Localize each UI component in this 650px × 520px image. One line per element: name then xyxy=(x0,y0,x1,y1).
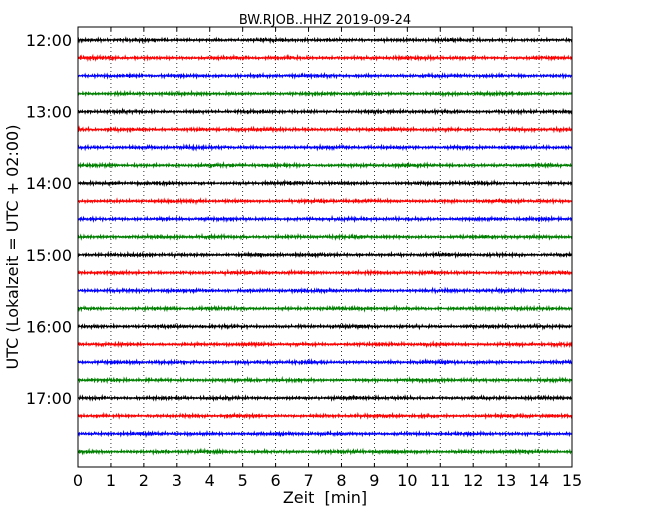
x-tick-label: 8 xyxy=(336,471,346,490)
chart-title: BW.RJOB..HHZ 2019-09-24 xyxy=(239,13,411,28)
seismogram-trace xyxy=(77,375,573,385)
y-axis-ticks: 12:00 13:00 14:00 15:00 16:00 17:00 xyxy=(26,31,572,408)
x-tick-label: 0 xyxy=(73,471,83,490)
seismogram-trace xyxy=(77,71,573,80)
y-tick-label: 17:00 xyxy=(26,389,72,408)
x-tick-label: 14 xyxy=(529,471,549,490)
seismogram-trace xyxy=(77,107,573,116)
seismogram-trace xyxy=(77,178,573,188)
seismogram-trace xyxy=(77,232,573,241)
seismogram-trace xyxy=(77,304,573,313)
seismogram-trace xyxy=(77,197,573,206)
x-tick-label: 7 xyxy=(303,471,313,490)
seismogram-trace xyxy=(77,447,573,456)
x-axis-ticks: 0 1 2 3 4 5 6 7 8 9 10 11 12 13 14 15 xyxy=(73,27,582,490)
y-axis-label: UTC (Lokalzeit = UTC + 02:00) xyxy=(3,125,22,370)
x-tick-label: 4 xyxy=(205,471,215,490)
seismogram-traces xyxy=(77,35,573,456)
x-tick-label: 11 xyxy=(430,471,450,490)
seismogram-trace xyxy=(77,411,573,421)
seismogram-trace xyxy=(77,125,573,134)
plot-frame xyxy=(77,26,573,468)
seismogram-trace xyxy=(77,340,573,349)
y-tick-label: 15:00 xyxy=(26,246,72,265)
seismogram-trace xyxy=(77,322,573,331)
x-tick-label: 2 xyxy=(139,471,149,490)
seismogram-trace xyxy=(77,250,573,259)
seismogram-trace xyxy=(77,393,573,402)
seismogram-trace xyxy=(77,89,573,98)
seismogram-trace xyxy=(77,429,573,439)
seismogram-trace xyxy=(77,53,573,62)
y-tick-label: 16:00 xyxy=(26,317,72,336)
plot-background xyxy=(78,27,572,467)
seismogram-trace xyxy=(77,161,573,170)
x-axis-label: Zeit [min] xyxy=(283,488,367,507)
x-tick-label: 3 xyxy=(172,471,182,490)
x-tick-label: 15 xyxy=(562,471,582,490)
x-tick-label: 12 xyxy=(463,471,483,490)
seismogram-trace xyxy=(77,268,573,277)
seismogram-trace xyxy=(77,143,573,152)
x-tick-label: 9 xyxy=(369,471,379,490)
grid-lines xyxy=(110,27,540,467)
seismogram-trace xyxy=(77,214,573,224)
x-tick-label: 10 xyxy=(397,471,417,490)
y-tick-label: 13:00 xyxy=(26,103,72,122)
y-tick-label: 14:00 xyxy=(26,174,72,193)
seismogram-trace xyxy=(77,286,573,295)
x-tick-label: 13 xyxy=(496,471,516,490)
x-tick-label: 1 xyxy=(106,471,116,490)
x-tick-label: 6 xyxy=(271,471,281,490)
y-tick-label: 12:00 xyxy=(26,31,72,50)
seismogram-trace xyxy=(77,35,573,45)
x-tick-label: 5 xyxy=(238,471,248,490)
seismogram-trace xyxy=(77,357,573,367)
